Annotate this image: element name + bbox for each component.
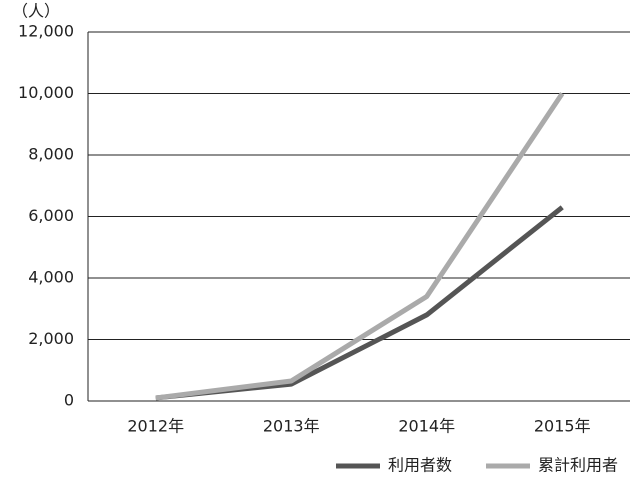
y-tick-label: 10,000 xyxy=(18,83,74,102)
legend-label: 累計利用者 xyxy=(538,456,618,475)
y-tick-label: 6,000 xyxy=(28,206,74,225)
y-tick-label: 4,000 xyxy=(28,268,74,287)
y-tick-label: 0 xyxy=(64,391,74,410)
series-line xyxy=(155,205,564,401)
legend-label: 利用者数 xyxy=(388,456,452,475)
y-tick-label: 12,000 xyxy=(18,22,74,41)
x-tick-label: 2015年 xyxy=(534,417,591,436)
x-tick-label: 2012年 xyxy=(127,417,184,436)
y-tick-label: 2,000 xyxy=(28,329,74,348)
x-tick-label: 2013年 xyxy=(263,417,320,436)
y-unit: （人） xyxy=(12,2,60,21)
series-line xyxy=(155,92,565,401)
y-tick-label: 8,000 xyxy=(28,145,74,164)
x-tick-label: 2014年 xyxy=(398,417,455,436)
